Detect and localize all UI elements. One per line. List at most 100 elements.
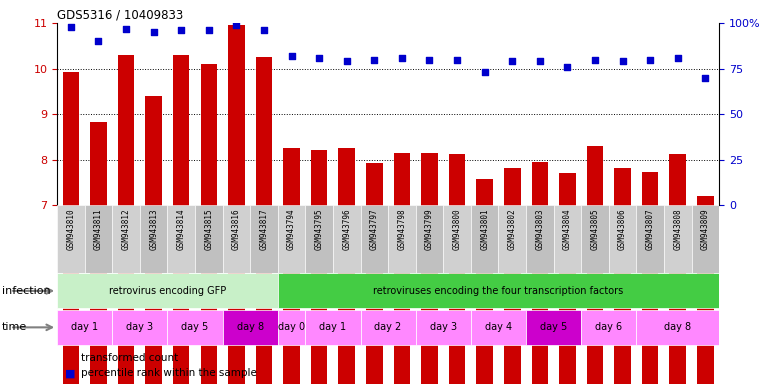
Point <box>285 53 298 59</box>
Point <box>148 29 160 35</box>
Text: retrovirus encoding GFP: retrovirus encoding GFP <box>109 286 226 296</box>
Point <box>672 55 684 61</box>
Bar <box>559 173 575 384</box>
Text: GDS5316 / 10409833: GDS5316 / 10409833 <box>57 9 183 22</box>
Bar <box>421 152 438 384</box>
Bar <box>416 310 471 345</box>
Text: GSM943813: GSM943813 <box>149 209 158 250</box>
Text: GSM943812: GSM943812 <box>122 209 131 250</box>
Point <box>202 27 215 33</box>
Point <box>313 55 325 61</box>
Text: GSM943795: GSM943795 <box>314 209 323 250</box>
Bar <box>449 154 465 384</box>
Text: GSM943799: GSM943799 <box>425 209 434 250</box>
Bar <box>62 72 79 384</box>
Text: GSM943803: GSM943803 <box>535 209 544 250</box>
Text: retroviruses encoding the four transcription factors: retroviruses encoding the four transcrip… <box>374 286 623 296</box>
Text: day 5: day 5 <box>540 322 567 333</box>
Point <box>341 58 353 65</box>
Point <box>92 38 104 44</box>
Bar <box>222 310 278 345</box>
Point <box>368 56 380 63</box>
Text: GSM943814: GSM943814 <box>177 209 186 250</box>
Text: GSM943809: GSM943809 <box>701 209 710 250</box>
Text: day 3: day 3 <box>126 322 154 333</box>
Bar <box>283 149 300 384</box>
Bar <box>614 168 631 384</box>
Bar <box>471 310 526 345</box>
Bar <box>167 205 195 273</box>
Point <box>423 56 435 63</box>
Text: day 8: day 8 <box>237 322 264 333</box>
Text: day 1: day 1 <box>71 322 98 333</box>
Bar <box>195 205 222 273</box>
Bar <box>57 273 278 308</box>
Text: ■: ■ <box>65 368 78 378</box>
Bar <box>118 55 134 384</box>
Bar <box>278 205 305 273</box>
Text: day 6: day 6 <box>595 322 622 333</box>
Point <box>479 69 491 75</box>
Bar <box>526 205 553 273</box>
Text: GSM943806: GSM943806 <box>618 209 627 250</box>
Bar <box>84 205 113 273</box>
Bar <box>670 154 686 384</box>
Bar <box>57 205 84 273</box>
Bar <box>305 310 361 345</box>
Text: GSM943796: GSM943796 <box>342 209 352 250</box>
Point <box>699 74 712 81</box>
Bar <box>416 205 443 273</box>
Point <box>258 27 270 33</box>
Point <box>396 55 408 61</box>
Bar <box>531 162 548 384</box>
Text: GSM943811: GSM943811 <box>94 209 103 250</box>
Bar <box>393 153 410 384</box>
Text: day 2: day 2 <box>374 322 402 333</box>
Text: day 8: day 8 <box>664 322 691 333</box>
Text: GSM943804: GSM943804 <box>563 209 572 250</box>
Bar <box>113 310 167 345</box>
Point <box>451 56 463 63</box>
Text: GSM943808: GSM943808 <box>673 209 683 250</box>
Bar <box>553 205 581 273</box>
Bar <box>664 205 692 273</box>
Text: day 1: day 1 <box>320 322 346 333</box>
Bar <box>471 205 498 273</box>
Text: GSM943805: GSM943805 <box>591 209 600 250</box>
Point <box>562 64 574 70</box>
Bar <box>113 205 140 273</box>
Bar <box>140 205 167 273</box>
Bar <box>504 168 521 384</box>
Bar <box>228 25 244 384</box>
Bar <box>333 205 361 273</box>
Bar <box>361 310 416 345</box>
Bar <box>278 310 305 345</box>
Bar <box>526 310 581 345</box>
Point <box>231 22 243 28</box>
Point <box>506 58 518 65</box>
Text: GSM943810: GSM943810 <box>66 209 75 250</box>
Bar <box>278 273 719 308</box>
Text: GSM943802: GSM943802 <box>508 209 517 250</box>
Bar <box>250 205 278 273</box>
Text: GSM943815: GSM943815 <box>204 209 213 250</box>
Text: day 4: day 4 <box>485 322 512 333</box>
Bar <box>90 122 107 384</box>
Point <box>533 58 546 65</box>
Bar <box>222 205 250 273</box>
Bar <box>692 205 719 273</box>
Bar <box>361 205 388 273</box>
Text: infection: infection <box>2 286 50 296</box>
Text: GSM943794: GSM943794 <box>287 209 296 250</box>
Point <box>616 58 629 65</box>
Bar <box>388 205 416 273</box>
Text: GSM943801: GSM943801 <box>480 209 489 250</box>
Bar <box>476 179 493 384</box>
Bar <box>57 310 113 345</box>
Text: day 0: day 0 <box>278 322 305 333</box>
Bar <box>636 310 719 345</box>
Text: GSM943807: GSM943807 <box>645 209 654 250</box>
Bar <box>200 64 217 384</box>
Text: GSM943816: GSM943816 <box>232 209 241 250</box>
Bar <box>443 205 471 273</box>
